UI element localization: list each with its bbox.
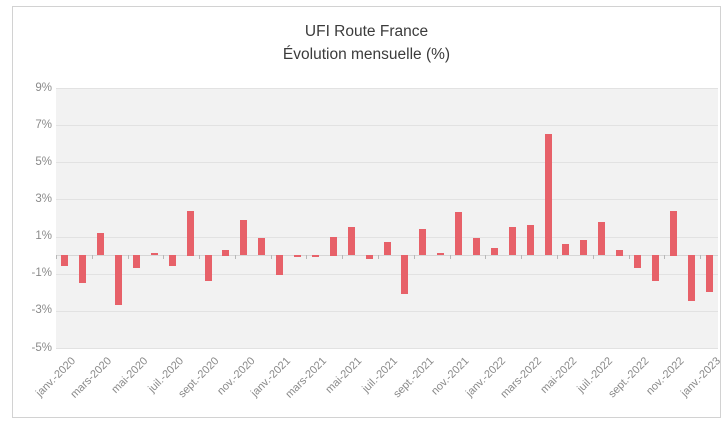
plot-area [56, 88, 718, 349]
y-axis-label: 9% [35, 81, 52, 94]
x-axis-tick [92, 255, 93, 259]
bar-mai-2020 [133, 255, 140, 268]
bar-août-2020 [187, 211, 194, 256]
bar-juin-2022 [580, 240, 587, 255]
x-axis-tick [450, 255, 451, 259]
x-axis-tick [56, 255, 57, 259]
bar-juil.-2020 [169, 255, 176, 266]
zero-axis-line [56, 255, 718, 256]
bar-mars-2022 [527, 225, 534, 255]
bar-févr.-2020 [79, 255, 86, 283]
x-axis-tick [163, 255, 164, 259]
gridline [56, 274, 718, 275]
bar-avr.-2022 [545, 134, 552, 255]
x-axis-tick [378, 255, 379, 259]
bar-juin-2021 [366, 255, 373, 259]
gridline [56, 88, 718, 89]
bar-août-2021 [401, 255, 408, 294]
chart-card: UFI Route France Évolution mensuelle (%)… [12, 6, 723, 418]
x-axis-tick [271, 255, 272, 259]
x-axis-tick [235, 255, 236, 259]
gridline [56, 348, 718, 349]
bar-sept.-2020 [205, 255, 212, 281]
bar-oct.-2021 [437, 253, 444, 255]
y-axis-label: 5% [35, 155, 52, 168]
bar-déc.-2022 [688, 255, 695, 301]
y-axis-label: 1% [35, 230, 52, 243]
x-axis-tick [700, 255, 701, 259]
y-axis-label: -1% [31, 267, 52, 280]
bar-nov.-2020 [240, 220, 247, 255]
bar-mars-2020 [97, 233, 104, 255]
bar-oct.-2020 [222, 250, 229, 256]
bar-sept.-2021 [419, 229, 426, 255]
gridline [56, 162, 718, 163]
x-axis-tick [593, 255, 594, 259]
gridline [56, 237, 718, 238]
bar-juil.-2022 [598, 222, 605, 255]
x-axis-label: mai-2021 [323, 355, 365, 396]
bar-avr.-2021 [330, 237, 337, 256]
x-axis-tick [521, 255, 522, 259]
x-axis-tick [557, 255, 558, 259]
x-axis-tick [199, 255, 200, 259]
bar-juil.-2021 [384, 242, 391, 255]
chart-subtitle: Évolution mensuelle (%) [282, 46, 451, 63]
x-axis-tick [128, 255, 129, 259]
bar-juin-2020 [151, 253, 158, 255]
gridline [56, 125, 718, 126]
bar-févr.-2021 [294, 255, 301, 257]
bar-févr.-2022 [509, 227, 516, 255]
bar-janv.-2023 [706, 255, 713, 292]
x-axis-tick [629, 255, 630, 259]
y-axis-label: 7% [35, 118, 52, 131]
x-axis-label: mai-2020 [109, 355, 151, 396]
gridline [56, 199, 718, 200]
chart-header: UFI Route France Évolution mensuelle (%) [13, 20, 720, 66]
bar-déc.-2021 [473, 238, 480, 255]
x-axis-tick [485, 255, 486, 259]
bar-janv.-2020 [61, 255, 68, 266]
bar-sept.-2022 [634, 255, 641, 268]
y-axis-label: -3% [31, 304, 52, 317]
bar-janv.-2021 [276, 255, 283, 275]
bar-nov.-2022 [670, 211, 677, 256]
bar-avr.-2020 [115, 255, 122, 305]
bar-nov.-2021 [455, 212, 462, 255]
bar-mars-2021 [312, 255, 319, 257]
bar-mai-2022 [562, 244, 569, 255]
gridline [56, 311, 718, 312]
x-axis-label: mai-2022 [538, 355, 580, 396]
chart-title: UFI Route France [304, 23, 429, 40]
x-axis-tick [342, 255, 343, 259]
x-axis-tick [664, 255, 665, 259]
x-axis-tick [306, 255, 307, 259]
bar-janv.-2022 [491, 248, 498, 255]
bar-août-2022 [616, 250, 623, 256]
bar-mai-2021 [348, 227, 355, 255]
x-axis-tick [414, 255, 415, 259]
bar-déc.-2020 [258, 238, 265, 255]
bar-oct.-2022 [652, 255, 659, 281]
y-axis-label: -5% [31, 341, 52, 354]
y-axis-label: 3% [35, 192, 52, 205]
